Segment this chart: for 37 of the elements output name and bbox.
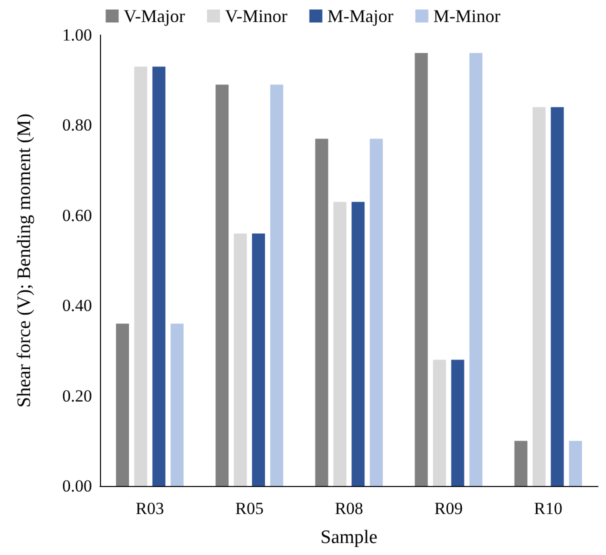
- bar: [170, 324, 184, 486]
- bar: [532, 107, 546, 486]
- bar: [370, 138, 383, 486]
- legend-label: V-Minor: [225, 6, 288, 26]
- legend-label: V-Major: [124, 6, 186, 26]
- y-tick-label: 0.80: [62, 116, 92, 135]
- x-tick-label: R05: [235, 499, 264, 518]
- bar: [433, 360, 446, 486]
- bar: [469, 53, 482, 486]
- y-tick-label: 0.00: [62, 476, 92, 496]
- x-tick-label: R10: [534, 499, 562, 518]
- bar: [270, 84, 284, 486]
- bar: [216, 84, 229, 486]
- bar: [451, 360, 464, 486]
- y-tick-label: 0.20: [62, 386, 92, 406]
- x-tick-label: R09: [434, 499, 463, 518]
- y-axis-title: Shear force (V); Bending moment (M): [14, 114, 35, 408]
- bar: [234, 233, 247, 486]
- legend-label: M-Minor: [433, 6, 500, 26]
- y-tick-label: 0.60: [62, 206, 92, 225]
- bar: [333, 202, 346, 486]
- x-tick-label: R08: [334, 499, 364, 518]
- x-tick-label: R03: [136, 499, 164, 518]
- y-tick-label: 1.00: [62, 26, 92, 44]
- bar: [116, 324, 129, 486]
- bar: [569, 440, 582, 486]
- bar: [134, 66, 148, 486]
- bar: [315, 138, 328, 486]
- bar: [514, 440, 528, 486]
- legend-label: M-Major: [327, 6, 394, 26]
- y-tick-label: 0.40: [62, 296, 92, 316]
- bar: [414, 53, 428, 486]
- bar: [352, 202, 365, 486]
- bar: [550, 107, 564, 486]
- bar: [252, 233, 265, 486]
- x-axis-title: Sample: [320, 527, 378, 548]
- bar: [152, 66, 166, 486]
